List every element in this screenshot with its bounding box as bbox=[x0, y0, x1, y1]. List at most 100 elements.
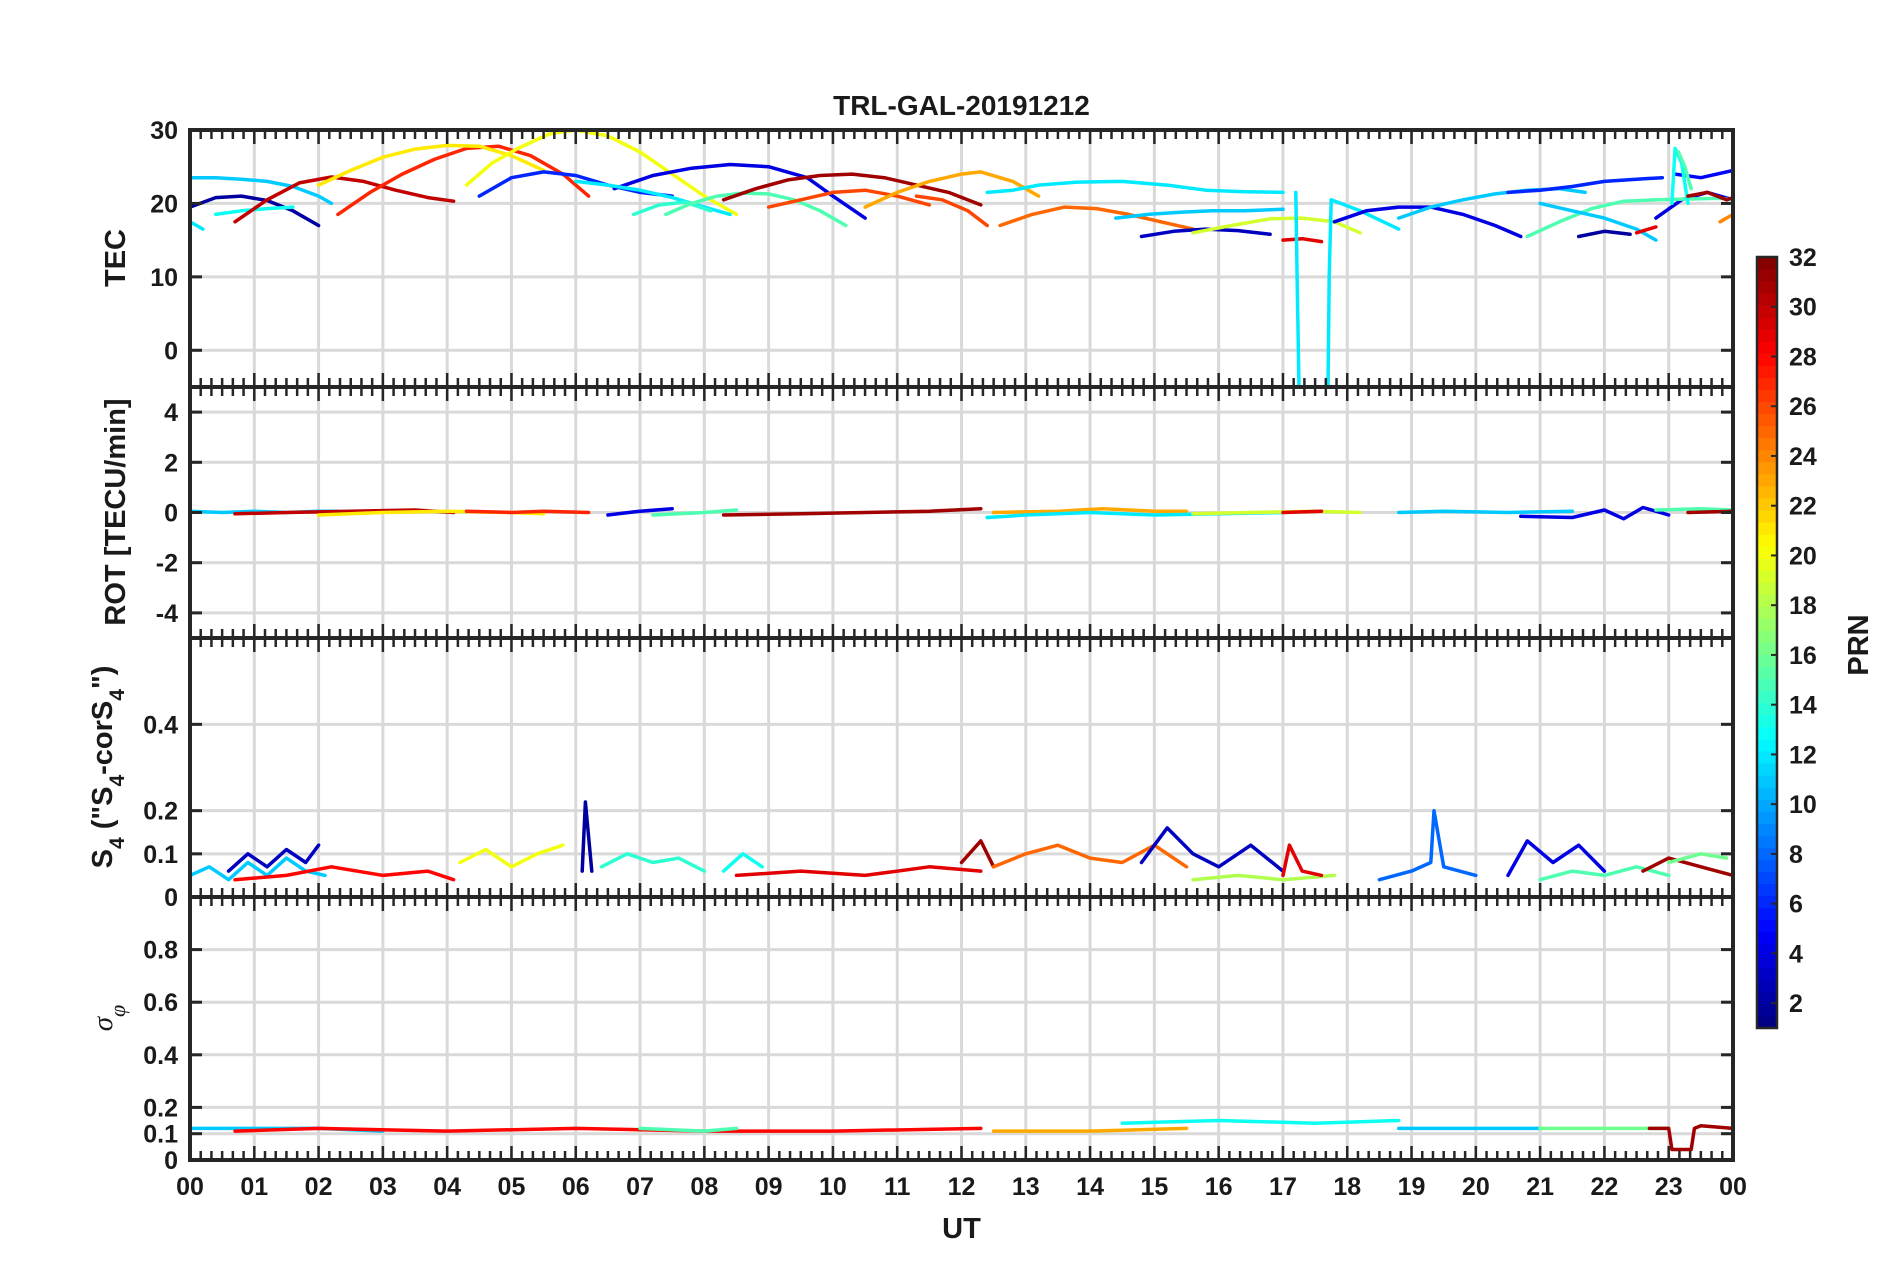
x-tick-label: 09 bbox=[755, 1173, 783, 1201]
colorbar-segment bbox=[1757, 847, 1777, 860]
colorbar-tick-label: 2 bbox=[1789, 990, 1803, 1018]
x-tick-label: 14 bbox=[1076, 1173, 1104, 1201]
colorbar-tick-label: 4 bbox=[1789, 940, 1803, 968]
colorbar-segment bbox=[1757, 485, 1777, 499]
y-tick-label: 0.6 bbox=[143, 989, 178, 1017]
y-tick-label: 0 bbox=[164, 500, 178, 528]
colorbar-segment bbox=[1757, 630, 1777, 644]
x-tick-label: 18 bbox=[1333, 1173, 1361, 1201]
y-tick-label: 0.1 bbox=[143, 841, 178, 869]
series-line-prn-27 bbox=[464, 509, 591, 515]
colorbar-segment bbox=[1757, 666, 1777, 680]
colorbar-segment bbox=[1757, 534, 1777, 547]
series-line-prn-6 bbox=[477, 170, 674, 198]
panel-4: 00.10.2 0.4 0.6 0.8 σφ bbox=[87, 895, 1735, 1175]
series-line-prn-14 bbox=[631, 200, 713, 217]
series-line-prn-31 bbox=[959, 839, 996, 869]
colorbar-segment bbox=[1757, 546, 1777, 559]
series-line-prn-29 bbox=[1281, 843, 1324, 878]
series-line-prn-13 bbox=[1120, 1118, 1401, 1125]
colorbar-segment bbox=[1757, 401, 1777, 415]
colorbar-segment bbox=[1757, 317, 1777, 330]
series-line-prn-4 bbox=[606, 506, 674, 517]
colorbar-segment bbox=[1757, 425, 1777, 439]
series-line-prn-11 bbox=[190, 175, 334, 206]
colorbar-segment bbox=[1757, 931, 1777, 945]
series-line-prn-12 bbox=[985, 179, 1285, 195]
colorbar-segment bbox=[1757, 787, 1777, 800]
series-line-prn-19 bbox=[1191, 509, 1362, 516]
colorbar-segment bbox=[1757, 979, 1777, 993]
x-tick-label: 19 bbox=[1398, 1173, 1426, 1201]
series-line-prn-26 bbox=[914, 194, 989, 228]
y-tick-label: 4 bbox=[164, 399, 178, 427]
colorbar-segment bbox=[1757, 437, 1777, 451]
colorbar-segment bbox=[1757, 690, 1777, 704]
y-axis-label: TEC bbox=[100, 229, 132, 287]
y-tick-label: 0.4 bbox=[143, 1042, 178, 1070]
series-line-prn-15 bbox=[651, 508, 739, 517]
series-line-prn-23 bbox=[991, 506, 1189, 515]
colorbar-segment bbox=[1757, 955, 1777, 969]
y-tick-label: 10 bbox=[150, 264, 178, 292]
colorbar-segment bbox=[1757, 883, 1777, 897]
colorbar-segment bbox=[1757, 377, 1777, 391]
colorbar-segment bbox=[1757, 389, 1777, 403]
series-group bbox=[190, 1118, 1733, 1152]
colorbar-tick-label: 28 bbox=[1789, 343, 1817, 371]
series-line-prn-23 bbox=[863, 170, 1041, 209]
series-line-prn-18 bbox=[1191, 873, 1337, 882]
series-line-prn-25 bbox=[998, 205, 1195, 231]
colorbar-segment bbox=[1757, 257, 1777, 270]
colorbar-tick-label: 22 bbox=[1789, 493, 1817, 521]
x-tick-label: 11 bbox=[884, 1173, 911, 1201]
series-line-prn-13 bbox=[721, 852, 764, 873]
colorbar-segment bbox=[1757, 726, 1777, 740]
colorbar-segment bbox=[1757, 799, 1777, 812]
series-line-prn-31 bbox=[721, 506, 983, 517]
y-tick-label: 0 bbox=[164, 884, 178, 912]
colorbar-segment bbox=[1757, 269, 1777, 282]
x-tick-label: 06 bbox=[562, 1173, 590, 1201]
y-tick-label: 0.8 bbox=[143, 937, 178, 965]
x-tick-label: 08 bbox=[690, 1173, 718, 1201]
series-line-prn-28 bbox=[233, 1126, 983, 1133]
colorbar-tick-label: 6 bbox=[1789, 891, 1803, 919]
colorbar-segment bbox=[1757, 461, 1777, 475]
colorbar-segment bbox=[1757, 967, 1777, 981]
y-tick-label: -2 bbox=[156, 550, 178, 578]
y-axis-label: ROT [TECU/min] bbox=[100, 398, 132, 625]
series-line-prn-2 bbox=[190, 194, 321, 228]
series-line-prn-29 bbox=[1634, 225, 1658, 235]
series-line-prn-19 bbox=[1191, 216, 1362, 235]
colorbar-segment bbox=[1757, 293, 1777, 306]
colorbar-segment bbox=[1757, 750, 1777, 764]
y-tick-label: 0.4 bbox=[143, 711, 178, 739]
colorbar-segment bbox=[1757, 449, 1777, 463]
colorbar-segment bbox=[1757, 1003, 1777, 1017]
series-line-prn-27 bbox=[336, 144, 591, 217]
y-tick-label: 20 bbox=[150, 190, 178, 218]
series-line-prn-24 bbox=[1718, 212, 1733, 224]
y-tick-label: 30 bbox=[150, 117, 178, 145]
colorbar-segment bbox=[1757, 907, 1777, 921]
colorbar-segment bbox=[1757, 943, 1777, 957]
colorbar-segment bbox=[1757, 702, 1777, 716]
y-tick-label: 0 bbox=[164, 1147, 178, 1175]
series-line-prn-29 bbox=[1281, 236, 1324, 244]
x-tick-label: 16 bbox=[1205, 1173, 1233, 1201]
series-line-prn-30 bbox=[233, 175, 456, 224]
colorbar-segment bbox=[1757, 353, 1777, 367]
series-line-prn-4 bbox=[1506, 839, 1607, 878]
colorbar-segment bbox=[1757, 305, 1777, 318]
series-line-prn-15 bbox=[664, 191, 848, 228]
series-line-prn-4 bbox=[1519, 505, 1671, 521]
colorbar-segment bbox=[1757, 558, 1777, 571]
x-tick-label: 21 bbox=[1526, 1173, 1554, 1201]
colorbar-segment bbox=[1757, 281, 1777, 294]
series-line-prn-3 bbox=[226, 843, 321, 873]
colorbar-tick-label: 26 bbox=[1789, 393, 1817, 421]
panel-3: 0 0.1 0.2 0.4 S4 ("S4-corS4") bbox=[87, 636, 1735, 912]
series-line-prn-31 bbox=[1686, 190, 1733, 202]
x-tick-label: 15 bbox=[1140, 1173, 1168, 1201]
